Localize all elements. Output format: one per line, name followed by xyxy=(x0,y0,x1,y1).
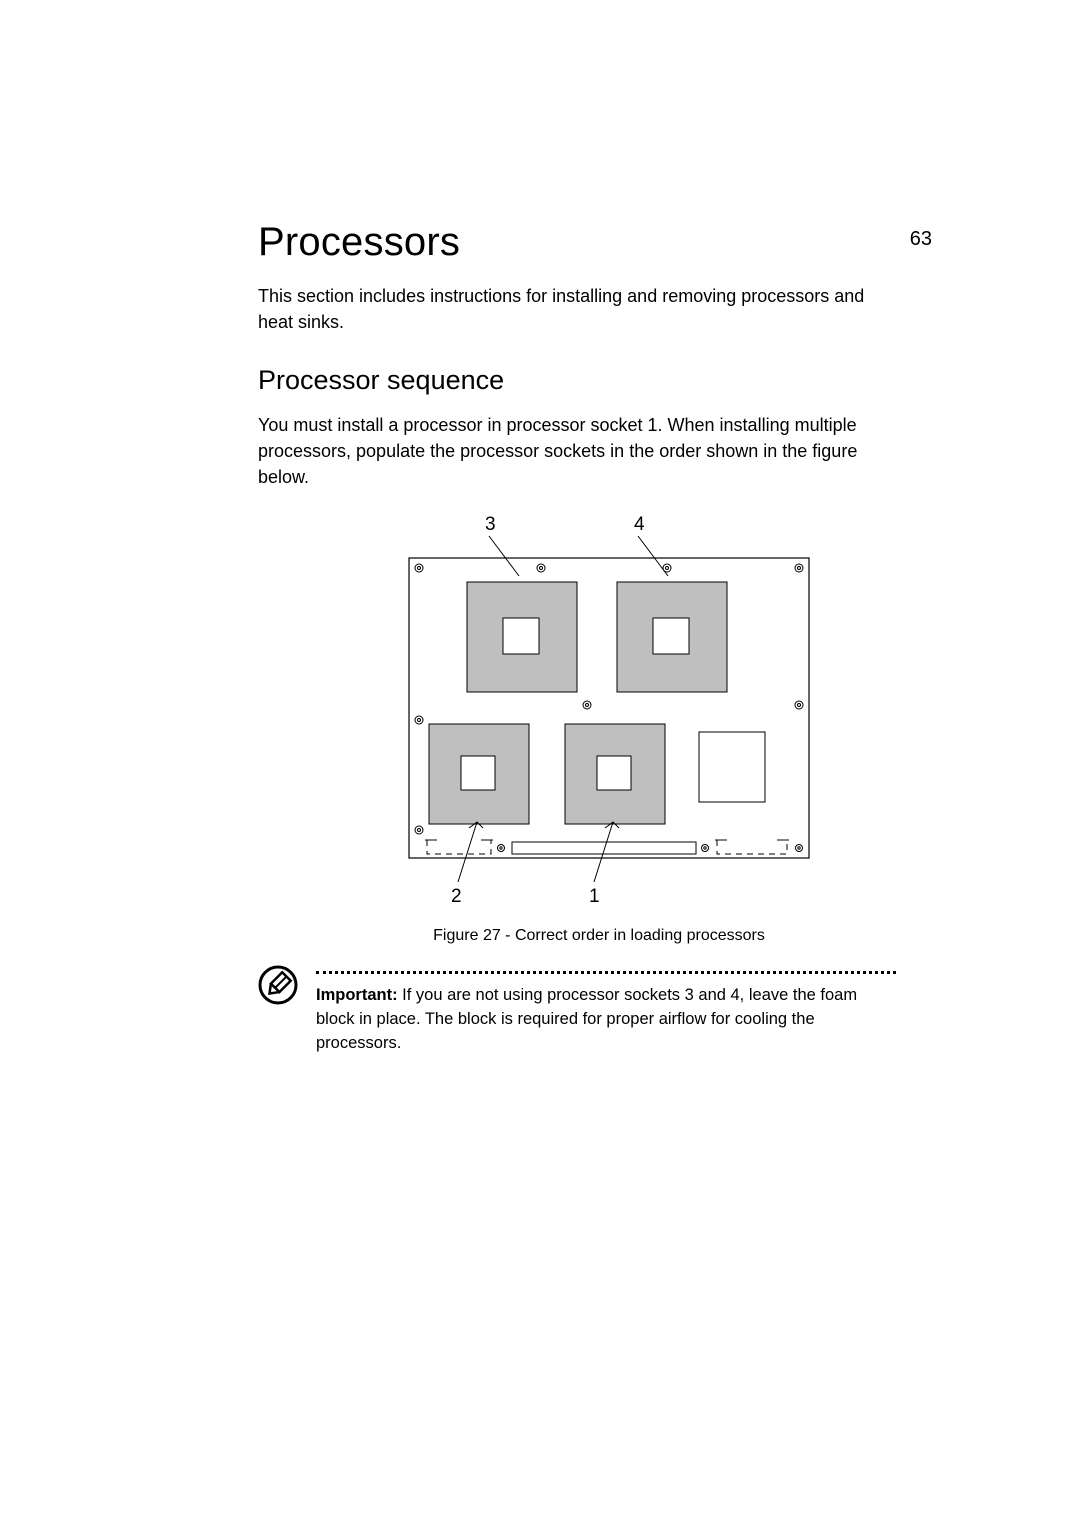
note-label: Important: xyxy=(316,986,398,1004)
leader-line xyxy=(489,536,519,576)
note-text: Important: If you are not using processo… xyxy=(316,984,896,1056)
diagram-label-4: 4 xyxy=(634,514,645,535)
leader-line xyxy=(458,822,477,882)
page-number: 63 xyxy=(910,228,932,251)
dotted-divider xyxy=(316,971,896,974)
section-body: You must install a processor in processo… xyxy=(258,412,878,490)
page-title: Processors xyxy=(258,220,940,265)
socket-4 xyxy=(617,582,727,692)
intro-paragraph: This section includes instructions for i… xyxy=(258,283,878,335)
socket-1 xyxy=(565,724,665,824)
socket-2 xyxy=(429,724,529,824)
pencil-icon xyxy=(258,965,298,1005)
empty-slot xyxy=(699,732,765,802)
diagram-label-3: 3 xyxy=(485,514,496,535)
section-heading: Processor sequence xyxy=(258,365,940,396)
important-note: Important: If you are not using processo… xyxy=(258,971,940,1056)
figure-caption: Figure 27 - Correct order in loading pro… xyxy=(258,927,940,945)
processor-diagram: 3 4 xyxy=(369,510,829,915)
diagram-label-2: 2 xyxy=(451,886,462,907)
connector-slot xyxy=(512,842,696,854)
note-content: If you are not using processor sockets 3… xyxy=(316,986,857,1052)
leader-line xyxy=(594,822,613,882)
note-body: Important: If you are not using processo… xyxy=(316,971,896,1056)
page-content: Processors This section includes instruc… xyxy=(0,0,1080,1056)
diagram-label-1: 1 xyxy=(589,886,600,907)
socket-3 xyxy=(467,582,577,692)
